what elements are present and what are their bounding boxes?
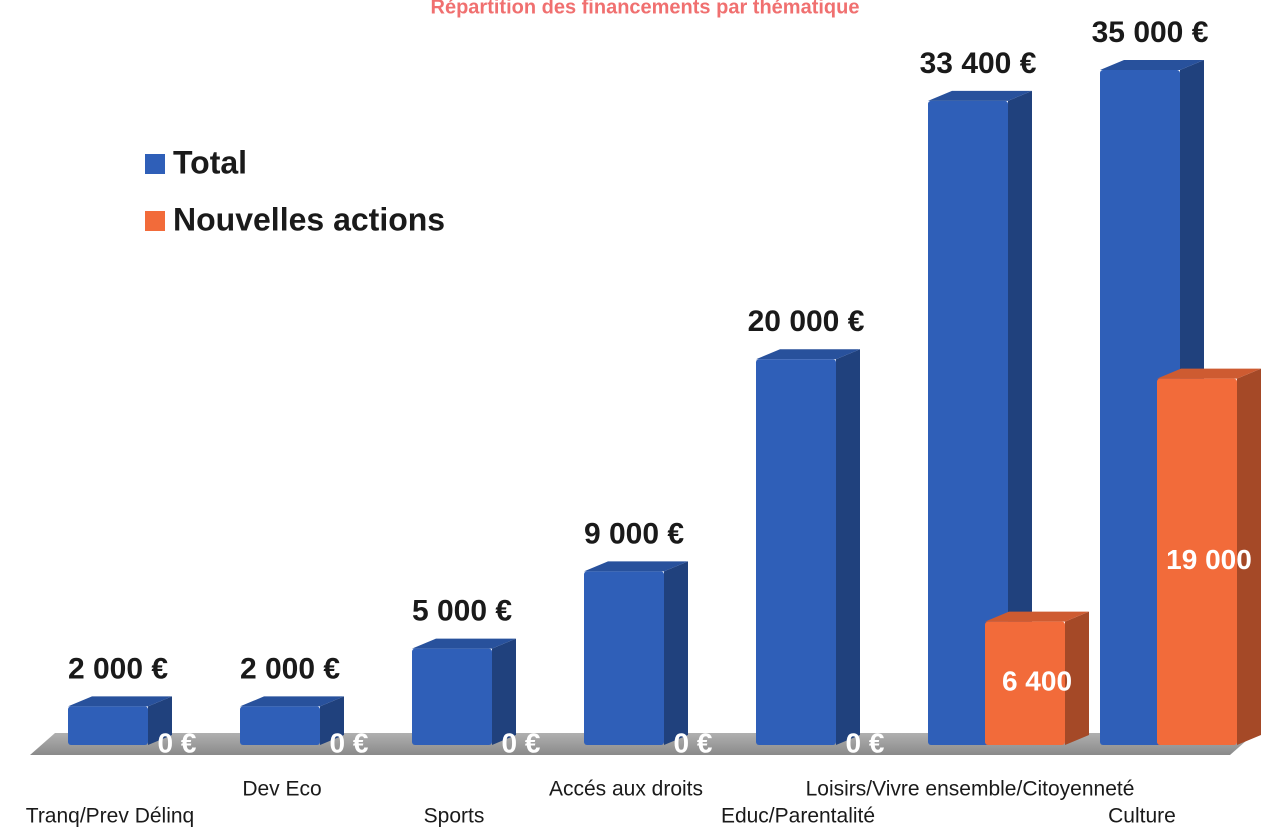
bar-side (836, 349, 860, 745)
bar-front (985, 621, 1065, 745)
value-label: 33 400 € (920, 47, 1037, 80)
bar-top (584, 561, 688, 572)
value-label: 0 € (502, 727, 541, 758)
bar-side (492, 638, 516, 745)
legend-label: Nouvelles actions (173, 201, 445, 237)
value-label: 0 € (158, 727, 197, 758)
value-label: 19 000 (1166, 544, 1252, 575)
x-tick-label: Tranq/Prev Délinq (26, 805, 194, 828)
bar-top (756, 349, 860, 360)
legend-swatch (145, 211, 165, 231)
value-label: 5 000 € (412, 594, 512, 627)
bar (928, 90, 1032, 746)
x-tick-label: Loisirs/Vivre ensemble/Citoyenneté (806, 778, 1135, 801)
bar-top (1157, 368, 1261, 379)
value-label: 2 000 € (68, 652, 168, 685)
x-tick-label: Dev Eco (242, 778, 321, 801)
x-tick-label: Educ/Parentalité (721, 805, 875, 828)
legend: Total Nouvelles actions (145, 144, 445, 237)
value-label: 6 400 (1002, 666, 1072, 697)
value-label: 0 € (674, 727, 713, 758)
bar-front (584, 571, 664, 745)
bar-top (68, 696, 172, 707)
bar-side (1237, 368, 1261, 745)
value-label: 0 € (330, 727, 369, 758)
x-tick-label: Culture (1108, 805, 1176, 828)
bar-side (320, 696, 344, 745)
value-label: 0 € (846, 727, 885, 758)
bar (68, 696, 172, 745)
x-tick-label: Sports (424, 805, 485, 828)
value-label: 35 000 € (1092, 16, 1209, 49)
bar (240, 696, 344, 745)
legend-swatch (145, 154, 165, 174)
bar-side (1065, 611, 1089, 745)
chart-title: Répartition des financements par thémati… (431, 0, 860, 18)
bar-front (412, 648, 492, 745)
legend-label: Total (173, 144, 247, 180)
value-label: 9 000 € (584, 517, 684, 550)
bar-top (1100, 60, 1204, 70)
bar-side (1008, 90, 1032, 746)
value-label: 2 000 € (240, 652, 340, 685)
x-tick-label: Accés aux droits (549, 778, 703, 801)
bar (584, 561, 688, 745)
bar-top (240, 696, 344, 707)
value-label: 20 000 € (748, 305, 865, 338)
bar-front (756, 359, 836, 745)
bar-side (148, 696, 172, 745)
bar (756, 349, 860, 745)
bar-front (928, 100, 1008, 746)
bar-top (928, 90, 1032, 101)
bar-top (412, 638, 516, 649)
bar (412, 638, 516, 745)
bar-side (664, 561, 688, 745)
bar (1157, 368, 1261, 745)
bar (985, 611, 1089, 745)
bar-front (68, 706, 148, 745)
bar-top (985, 611, 1089, 622)
bar-front (1157, 378, 1237, 745)
bar-front (240, 706, 320, 745)
